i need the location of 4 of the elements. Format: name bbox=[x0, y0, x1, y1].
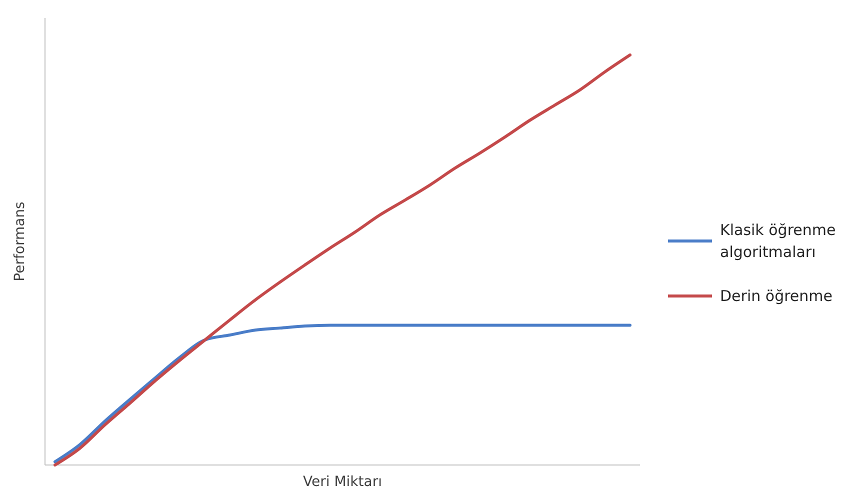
legend-label: Klasik öğrenme algoritmaları bbox=[720, 221, 836, 261]
x-axis-title: Veri Miktarı bbox=[303, 474, 382, 490]
y-axis-title: Performans bbox=[12, 202, 28, 282]
legend-label: Derin öğrenme bbox=[720, 287, 832, 305]
